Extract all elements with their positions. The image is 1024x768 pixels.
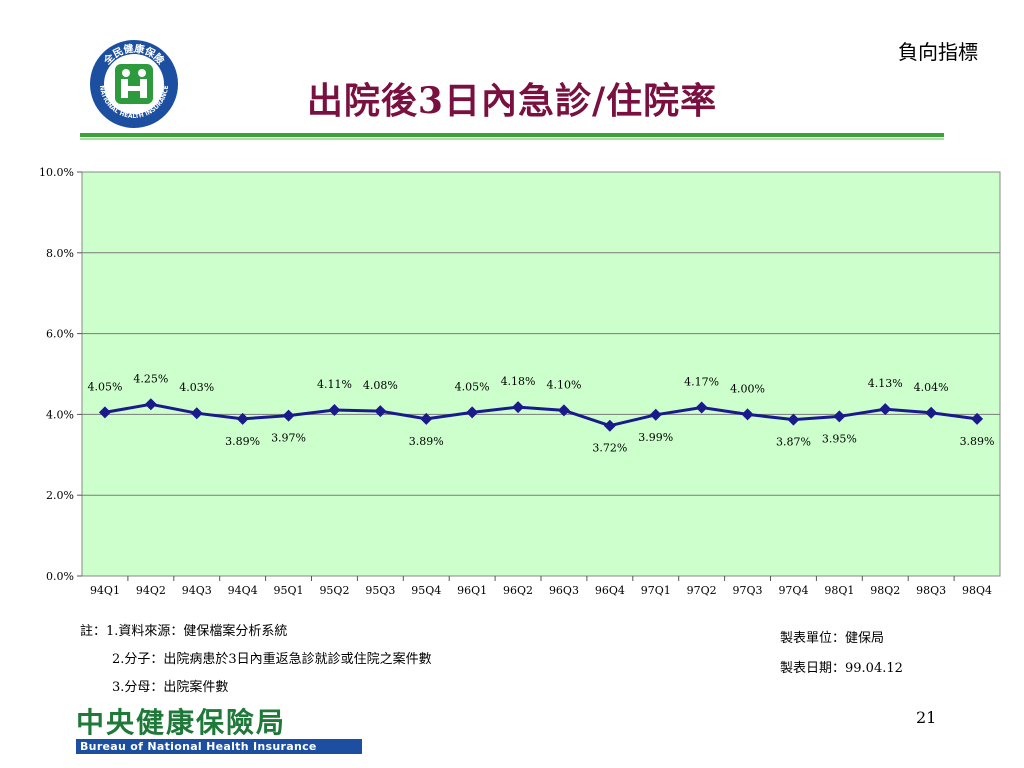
data-point bbox=[466, 406, 479, 419]
data-label: 3.95% bbox=[822, 432, 857, 445]
x-tick-label: 96Q1 bbox=[457, 584, 487, 597]
data-point bbox=[557, 404, 570, 417]
data-label: 4.00% bbox=[730, 382, 765, 395]
title-underline-light bbox=[80, 138, 944, 140]
x-tick-label: 94Q2 bbox=[136, 584, 166, 597]
footnote-source: 註：1.資料來源：健保檔案分析系統 bbox=[80, 624, 288, 639]
data-point bbox=[833, 410, 846, 423]
data-point bbox=[190, 407, 203, 420]
data-label: 4.25% bbox=[133, 372, 168, 385]
grid-lines bbox=[82, 252, 1000, 496]
data-label: 3.99% bbox=[638, 431, 673, 444]
x-tick-label: 97Q1 bbox=[641, 584, 671, 597]
x-tick-label: 98Q3 bbox=[916, 584, 946, 597]
data-label: 3.89% bbox=[225, 435, 260, 448]
x-tick-label: 98Q2 bbox=[870, 584, 900, 597]
data-label: 4.04% bbox=[914, 381, 949, 394]
series-line bbox=[104, 402, 978, 428]
x-tick-label: 97Q2 bbox=[687, 584, 717, 597]
footnotes: 註：1.資料來源：健保檔案分析系統 2.分子：出院病患於3日內重返急診就診或住院… bbox=[80, 618, 432, 702]
data-point bbox=[98, 406, 111, 419]
x-tick-label: 95Q4 bbox=[411, 584, 441, 597]
data-point bbox=[649, 408, 662, 421]
x-tick-label: 98Q4 bbox=[962, 584, 992, 597]
x-tick-label: 96Q4 bbox=[595, 584, 625, 597]
data-label: 4.17% bbox=[684, 376, 719, 389]
data-point bbox=[236, 412, 249, 425]
bureau-name-en: Bureau of National Health Insurance bbox=[76, 739, 362, 754]
x-tick-label: 94Q3 bbox=[182, 584, 212, 597]
plot-area bbox=[81, 171, 1001, 577]
bureau-logo: 中央健康保險局 Bureau of National Health Insura… bbox=[76, 708, 362, 754]
x-tick-label: 94Q4 bbox=[228, 584, 258, 597]
data-point bbox=[971, 412, 984, 425]
data-label: 4.11% bbox=[317, 378, 352, 391]
data-label: 4.03% bbox=[179, 381, 214, 394]
y-tick-label: 4.0% bbox=[46, 408, 74, 421]
y-tick-label: 0.0% bbox=[46, 570, 74, 583]
data-label: 3.89% bbox=[409, 435, 444, 448]
x-tick-label: 94Q1 bbox=[90, 584, 120, 597]
data-point bbox=[925, 406, 938, 419]
x-tick-label: 98Q1 bbox=[824, 584, 854, 597]
indicator-tag: 負向指標 bbox=[898, 40, 978, 64]
bureau-name-cn: 中央健康保險局 bbox=[76, 706, 287, 739]
data-point bbox=[282, 409, 295, 422]
x-tick-label: 96Q3 bbox=[549, 584, 579, 597]
data-label: 4.05% bbox=[455, 380, 490, 393]
data-point bbox=[603, 419, 616, 432]
nhi-logo-icon: 全民健康保險 NATIONAL HEALTH INSURANCE bbox=[90, 40, 178, 128]
table-meta: 製表單位：健保局 製表日期：99.04.12 bbox=[780, 624, 903, 684]
x-tick-label: 97Q3 bbox=[733, 584, 763, 597]
data-point bbox=[512, 401, 525, 414]
nhi-logo: 全民健康保險 NATIONAL HEALTH INSURANCE bbox=[88, 38, 180, 130]
table-unit: 製表單位：健保局 bbox=[780, 631, 885, 646]
page-number: 21 bbox=[916, 708, 937, 727]
data-label: 3.72% bbox=[592, 442, 627, 455]
data-label: 4.10% bbox=[546, 378, 581, 391]
y-axis-ticks: 0.0% 2.0% 4.0% 6.0% 8.0% 10.0% bbox=[39, 166, 82, 583]
footnote-numerator: 2.分子：出院病患於3日內重返急診就診或住院之案件數 bbox=[112, 652, 432, 667]
data-label: 4.18% bbox=[501, 375, 536, 388]
x-axis-ticks: 94Q1 94Q2 94Q3 94Q4 95Q1 95Q2 95Q3 95Q4 96Q1 96Q2… bbox=[90, 576, 992, 597]
data-point bbox=[787, 413, 800, 426]
data-point bbox=[420, 412, 433, 425]
data-label: 3.97% bbox=[271, 432, 306, 445]
y-tick-label: 8.0% bbox=[46, 247, 74, 260]
footnote-denominator: 3.分母：出院案件數 bbox=[112, 680, 229, 695]
x-tick-label: 97Q4 bbox=[778, 584, 808, 597]
data-labels: 4.05% 4.25% 4.03% 3.89% 3.97% 4.11% 4.08% 3.89%… bbox=[87, 372, 994, 454]
x-tick-label: 95Q3 bbox=[365, 584, 395, 597]
title-underline bbox=[80, 133, 944, 137]
data-point bbox=[374, 405, 387, 418]
data-label: 3.89% bbox=[960, 435, 995, 448]
data-point bbox=[695, 401, 708, 414]
data-label: 4.05% bbox=[87, 380, 122, 393]
data-label: 4.08% bbox=[363, 379, 398, 392]
data-point bbox=[328, 403, 341, 416]
page-title: 出院後3日內急診/住院率 bbox=[306, 80, 718, 122]
y-tick-label: 6.0% bbox=[46, 328, 74, 341]
y-tick-label: 10.0% bbox=[39, 166, 74, 179]
x-tick-label: 96Q2 bbox=[503, 584, 533, 597]
data-point bbox=[879, 403, 892, 416]
data-label: 4.13% bbox=[868, 377, 903, 390]
data-points bbox=[98, 398, 984, 432]
data-point bbox=[144, 398, 157, 411]
x-tick-label: 95Q1 bbox=[274, 584, 304, 597]
x-tick-label: 95Q2 bbox=[319, 584, 349, 597]
table-date: 製表日期：99.04.12 bbox=[780, 661, 903, 676]
y-tick-label: 2.0% bbox=[46, 489, 74, 502]
line-chart: 0.0%2.0%4.0%6.0%8.0%10.0% 94Q1 94Q2 94Q3 94… bbox=[39, 166, 1001, 597]
data-label: 3.87% bbox=[776, 436, 811, 449]
data-point bbox=[741, 408, 754, 421]
